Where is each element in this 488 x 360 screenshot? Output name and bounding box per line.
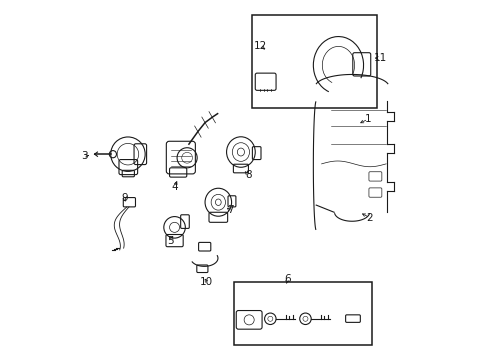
Text: 10: 10: [200, 277, 213, 287]
Text: 1: 1: [364, 114, 371, 124]
Text: 11: 11: [373, 53, 386, 63]
Text: 6: 6: [284, 274, 290, 284]
Text: 12: 12: [253, 41, 267, 50]
Bar: [233, 282, 371, 345]
Bar: [251, 15, 376, 108]
Text: 9: 9: [121, 193, 127, 203]
Text: 5: 5: [167, 236, 174, 246]
Text: 8: 8: [244, 170, 251, 180]
Text: 4: 4: [171, 182, 178, 192]
Text: 2: 2: [366, 213, 372, 222]
Text: 3: 3: [81, 150, 88, 161]
Text: 7: 7: [226, 206, 233, 216]
